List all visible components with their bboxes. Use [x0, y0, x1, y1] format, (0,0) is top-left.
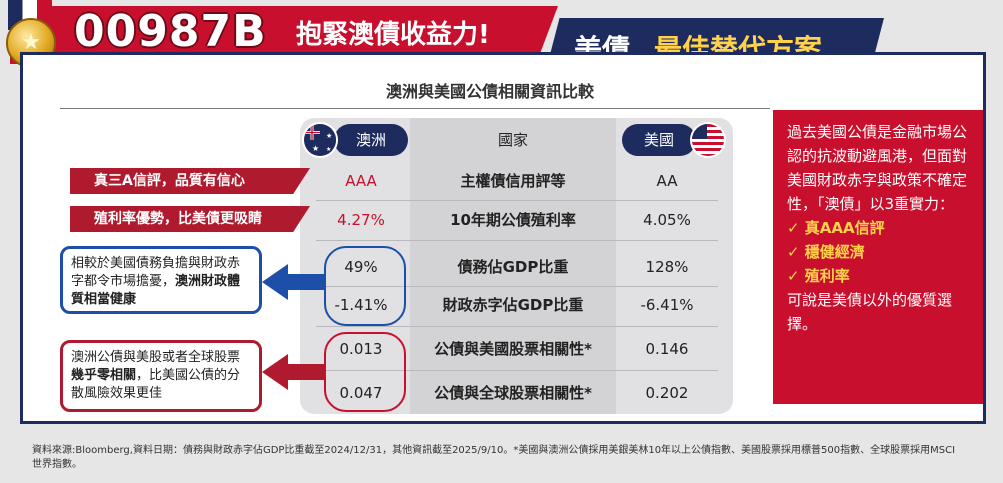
metric-credit-rating: 主權債信用評等 [460, 172, 566, 190]
svg-text:★: ★ [312, 144, 319, 153]
us-global-equity-corr: 0.202 [645, 384, 689, 402]
metric-yield: 10年期公債殖利率 [450, 211, 576, 229]
usa-flag-icon [690, 122, 726, 158]
note-fiscal-text: 相較於美國債務負擔與財政赤字都令市場擔憂， [71, 256, 241, 289]
au-deficit-gdp: -1.41% [334, 296, 388, 314]
au-global-equity-corr: 0.047 [339, 384, 383, 402]
us-yield: 4.05% [643, 211, 691, 229]
check-icon: ✓ [787, 219, 805, 237]
summary-point: ✓ 真AAA信評 [787, 219, 885, 237]
au-credit-rating: AAA [345, 172, 377, 190]
row-divider [316, 326, 718, 327]
highlight-oval-red [324, 332, 406, 412]
row-divider [316, 240, 718, 241]
row-divider [316, 200, 718, 201]
australia-flag-icon: ★ ★ ★ [302, 122, 338, 158]
au-yield: 4.27% [337, 211, 385, 229]
us-debt-gdp: 128% [645, 258, 689, 276]
note-corr-bold: 幾乎零相關 [71, 368, 137, 383]
metric-deficit-gdp: 財政赤字佔GDP比重 [442, 296, 584, 314]
header-au: 澳洲 [334, 124, 408, 156]
banner-slogan: 抱緊澳債收益力! [296, 20, 490, 50]
metric-global-equity-corr: 公債與全球股票相關性* [434, 384, 592, 402]
source-footnote: 資料來源:Bloomberg,資料日期：債務與財政赤字佔GDP比重截至2024/… [32, 445, 956, 470]
summary-panel: 過去美國公債是金融市場公認的抗波動避風港，但面對美國財政赤字與政策不確定性，「澳… [773, 110, 983, 404]
us-deficit-gdp: -6.41% [640, 296, 694, 314]
arrow-left-icon [262, 354, 324, 390]
row-divider [316, 370, 718, 371]
au-us-equity-corr: 0.013 [339, 340, 383, 358]
us-us-equity-corr: 0.146 [645, 340, 689, 358]
check-icon: ✓ [787, 267, 805, 285]
header-country: 國家 [497, 131, 528, 149]
note-corr-text-a: 澳洲公債與美股或者全球股票 [71, 350, 241, 365]
summary-point: ✓ 穩健經濟 [787, 243, 865, 261]
svg-text:★: ★ [326, 132, 332, 140]
highlight-oval-blue [324, 246, 406, 326]
note-corr-text-b: ，比美國公債的分散風險效果更佳 [71, 368, 241, 401]
arrow-left-icon [262, 264, 324, 300]
fund-code: 00987B [74, 6, 267, 57]
summary-intro: 過去美國公債是金融市場公認的抗波動避風港，但面對美國財政赤字與政策不確定性，「澳… [787, 123, 968, 213]
metric-column [410, 118, 616, 414]
summary-outro: 可說是美債以外的優質選擇。 [787, 291, 953, 333]
header-us: 美國 [622, 124, 696, 156]
tag-yield: 殖利率優勢，比美債更吸睛 [70, 206, 310, 232]
summary-point: ✓ 殖利率 [787, 267, 850, 285]
note-fiscal-bold: 澳洲財政體質相當健康 [71, 274, 241, 307]
title-underline [60, 108, 770, 109]
us-credit-rating: AA [656, 172, 678, 190]
metric-debt-gdp: 債務佔GDP比重 [457, 258, 569, 276]
au-debt-gdp: 49% [344, 258, 378, 276]
metric-us-equity-corr: 公債與美國股票相關性* [434, 340, 592, 358]
svg-text:★: ★ [326, 146, 331, 153]
note-correlation: 澳洲公債與美股或者全球股票幾乎零相關，比美國公債的分散風險效果更佳 [60, 340, 262, 412]
row-divider [316, 286, 718, 287]
tag-credit-rating: 真三A信評，品質有信心 [70, 168, 310, 194]
note-fiscal-health: 相較於美國債務負擔與財政赤字都令市場擔憂，澳洲財政體質相當健康 [60, 246, 262, 314]
check-icon: ✓ [787, 243, 805, 261]
comparison-title: 澳洲與美國公債相關資訊比較 [385, 82, 594, 101]
